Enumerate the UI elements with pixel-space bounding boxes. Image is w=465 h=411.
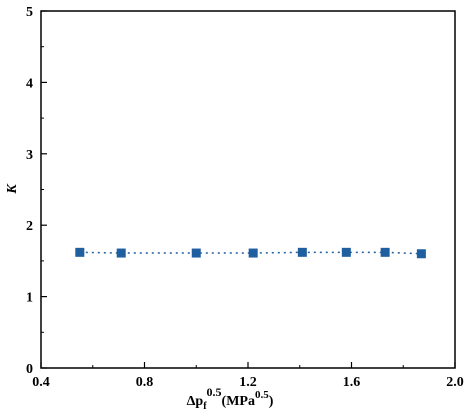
x-tick-label: 0.4	[32, 375, 50, 390]
data-point	[416, 249, 426, 259]
series-markers	[75, 247, 426, 259]
y-axis-title: K	[5, 183, 20, 195]
y-tick-label: 3	[26, 148, 33, 163]
tick-labels: 0.4 0.8 1.2 1.6 2.0 0 1 2 3 4 5	[26, 5, 464, 390]
y-tick-label: 0	[26, 362, 33, 377]
data-point	[75, 247, 85, 257]
x-tick-label: 1.2	[239, 375, 257, 390]
y-tick-label: 1	[26, 291, 33, 306]
x-tick-label: 0.8	[136, 375, 154, 390]
x-tick-label: 2.0	[446, 375, 464, 390]
data-point	[248, 248, 258, 258]
x-tick-label: 1.6	[343, 375, 361, 390]
y-tick-label: 5	[26, 5, 33, 20]
data-point	[191, 248, 201, 258]
y-tick-label: 4	[26, 76, 33, 91]
data-point	[380, 247, 390, 257]
x-axis-title: Δpf0.5(MPa0.5)	[187, 385, 274, 411]
axis-ticks	[40, 10, 456, 369]
data-point	[297, 247, 307, 257]
data-point	[116, 248, 126, 258]
y-tick-label: 2	[26, 219, 33, 234]
plot-frame	[40, 10, 456, 369]
data-point	[341, 247, 351, 257]
